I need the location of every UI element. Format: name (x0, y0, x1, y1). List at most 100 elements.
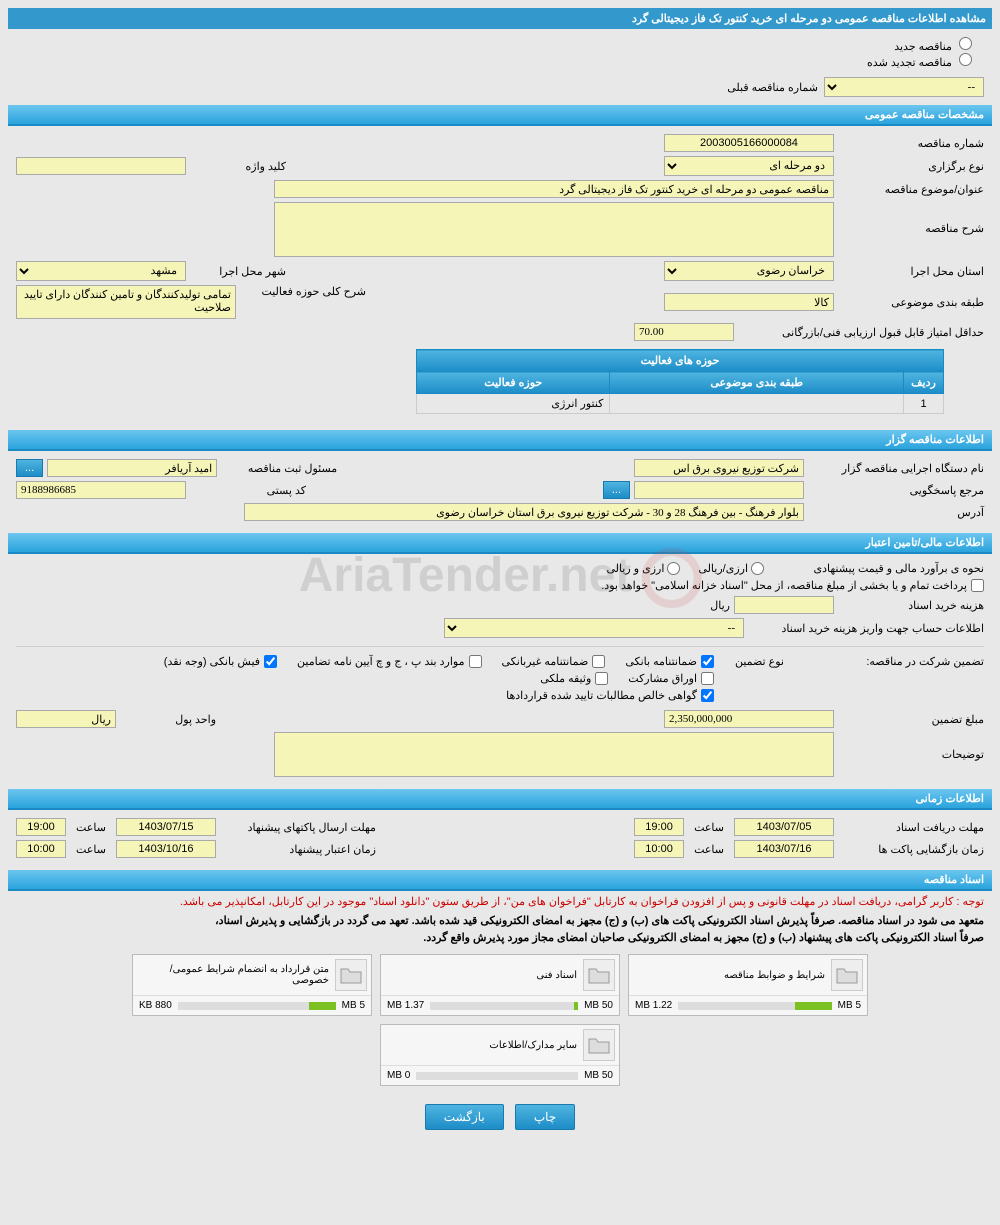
check-cash-label: فیش بانکی (وجه نقد) (164, 655, 260, 668)
check-nonbank[interactable] (592, 655, 605, 668)
org-input[interactable] (634, 459, 804, 477)
row-scope: کنتور انرژی (417, 394, 610, 414)
postal-input[interactable] (16, 481, 186, 499)
account-info-label: اطلاعات حساب جهت واریز هزینه خرید اسناد (744, 622, 984, 635)
doc-title: اسناد فنی (385, 970, 577, 981)
page-title: مشاهده اطلاعات مناقصه عمومی دو مرحله ای … (8, 8, 992, 29)
city-label: شهر محل اجرا (186, 265, 286, 278)
print-button[interactable]: چاپ (515, 1104, 575, 1130)
city-select[interactable]: مشهد (16, 261, 186, 281)
type-select[interactable]: دو مرحله ای (664, 156, 834, 176)
prev-tender-select[interactable]: -- (824, 77, 984, 97)
section-timing: اطلاعات زمانی (8, 789, 992, 810)
progress-bar (678, 1002, 831, 1010)
doc-cost-input[interactable] (734, 596, 834, 614)
notes-label: توضیحات (834, 732, 984, 761)
subject-label: عنوان/موضوع مناقصه (834, 183, 984, 196)
treasury-checkbox[interactable] (971, 579, 984, 592)
ref-label: مرجع پاسخگویی (804, 484, 984, 497)
send-date: 1403/07/15 (116, 818, 216, 836)
col-scope: حوزه فعالیت (417, 372, 610, 394)
check-bond[interactable] (469, 655, 482, 668)
receive-label: مهلت دریافت اسناد (834, 821, 984, 834)
section-organizer: اطلاعات مناقصه گزار (8, 430, 992, 451)
receive-time: 19:00 (634, 818, 684, 836)
doc-card[interactable]: شرایط و ضوابط مناقصه 5 MB 1.22 MB (628, 954, 868, 1016)
keyword-input[interactable] (16, 157, 186, 175)
time-label-3: ساعت (694, 843, 724, 856)
col-row: ردیف (904, 372, 944, 394)
category-input[interactable] (664, 293, 834, 311)
check-property[interactable] (595, 672, 608, 685)
responsible-lookup-button[interactable]: ... (16, 459, 43, 477)
validity-date: 1403/10/16 (116, 840, 216, 858)
folder-icon (335, 959, 367, 991)
estimate-opt1-label: ارزی/ریالی (698, 562, 748, 575)
province-select[interactable]: خراسان رضوی (664, 261, 834, 281)
treasury-note: پرداخت تمام و یا بخشی از مبلغ مناقصه، از… (601, 579, 967, 592)
tender-no-label: شماره مناقصه (834, 137, 984, 150)
scope-desc-textarea[interactable]: تمامی تولیدکنندگان و تامین کنندگان دارای… (16, 285, 236, 319)
progress-bar (430, 1002, 578, 1010)
ref-lookup-button[interactable]: ... (603, 481, 630, 499)
ref-input[interactable] (634, 481, 804, 499)
guarantee-label: تضمین شرکت در مناقصه: (784, 655, 984, 668)
doc-used: 1.22 MB (635, 1000, 672, 1011)
postal-label: کد پستی (186, 484, 306, 497)
validity-label: زمان اعتبار پیشنهاد (216, 843, 376, 856)
row-category (610, 394, 904, 414)
check-cert[interactable] (701, 689, 714, 702)
address-label: آدرس (804, 506, 984, 519)
doc-total: 5 MB (342, 1000, 365, 1011)
doc-used: 880 KB (139, 1000, 172, 1011)
radio-estimate-1[interactable] (751, 562, 764, 575)
keyword-label: کلید واژه (186, 160, 286, 173)
row-idx: 1 (904, 394, 944, 414)
category-label: طبقه بندی موضوعی (834, 296, 984, 309)
radio-renewed-tender[interactable] (959, 53, 972, 66)
folder-icon (831, 959, 863, 991)
check-cash[interactable] (264, 655, 277, 668)
radio-new-tender[interactable] (959, 37, 972, 50)
subject-input[interactable] (274, 180, 834, 198)
back-button[interactable]: بازگشت (425, 1104, 504, 1130)
docs-note-bold1: متعهد می شود در اسناد مناقصه. صرفاً پذیر… (8, 912, 992, 929)
guarantee-type-label: نوع تضمین (714, 655, 784, 668)
check-cert-label: گواهی خالص مطالبات تایید شده قراردادها (506, 689, 697, 702)
check-securities[interactable] (701, 672, 714, 685)
doc-card[interactable]: متن قرارداد به انضمام شرایط عمومی/خصوصی … (132, 954, 372, 1016)
tender-no-value: 2003005166000084 (664, 134, 834, 152)
doc-title: شرایط و ضوابط مناقصه (633, 970, 825, 981)
doc-title: متن قرارداد به انضمام شرایط عمومی/خصوصی (137, 964, 329, 986)
doc-used: 1.37 MB (387, 1000, 424, 1011)
activity-table: حوزه های فعالیت ردیف طبقه بندی موضوعی حو… (416, 349, 944, 414)
folder-icon (583, 1029, 615, 1061)
notes-textarea[interactable] (274, 732, 834, 777)
unit-input[interactable] (16, 710, 116, 728)
address-input[interactable] (244, 503, 804, 521)
check-bank[interactable] (701, 655, 714, 668)
send-label: مهلت ارسال پاکتهای پیشنهاد (216, 821, 376, 834)
docs-note-bold2: صرفاً اسناد الکترونیکی پاکت های پیشنهاد … (8, 929, 992, 946)
doc-cost-label: هزینه خرید اسناد (834, 599, 984, 612)
amount-input[interactable] (664, 710, 834, 728)
check-bank-label: ضمانتنامه بانکی (625, 655, 697, 668)
account-info-select[interactable]: -- (444, 618, 744, 638)
doc-card[interactable]: اسناد فنی 50 MB 1.37 MB (380, 954, 620, 1016)
open-time: 10:00 (634, 840, 684, 858)
responsible-input[interactable] (47, 459, 217, 477)
prev-tender-label: شماره مناقصه قبلی (727, 81, 818, 94)
doc-total: 50 MB (584, 1070, 613, 1081)
radio-estimate-2[interactable] (667, 562, 680, 575)
docs-note-red: توجه : کاربر گرامی، دریافت اسناد در مهلت… (8, 891, 992, 912)
doc-card[interactable]: سایر مدارک/اطلاعات 50 MB 0 MB (380, 1024, 620, 1086)
progress-bar (178, 1002, 336, 1010)
section-general: مشخصات مناقصه عمومی (8, 105, 992, 126)
check-nonbank-label: ضمانتنامه غیربانکی (502, 655, 589, 668)
province-label: استان محل اجرا (834, 265, 984, 278)
check-securities-label: اوراق مشارکت (628, 672, 697, 685)
min-score-input[interactable] (634, 323, 734, 341)
desc-textarea[interactable] (274, 202, 834, 257)
amount-label: مبلغ تضمین (834, 713, 984, 726)
radio-new-label: مناقصه جدید (894, 41, 952, 53)
